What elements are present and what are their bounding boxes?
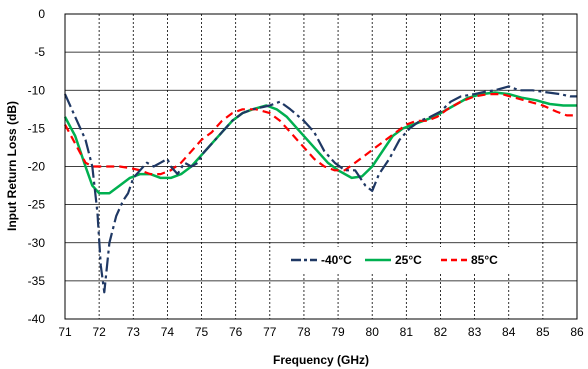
- legend-box: [284, 247, 522, 273]
- plot-area-border: [64, 13, 578, 320]
- x-tick-label: 86: [570, 325, 584, 339]
- x-tick-label: 74: [161, 325, 175, 339]
- x-tick-label: 73: [127, 325, 141, 339]
- x-tick-label: 85: [536, 325, 550, 339]
- x-tick-label: 79: [331, 325, 345, 339]
- legend-label-1: 25°C: [395, 253, 422, 267]
- series-line-2: [64, 93, 577, 176]
- legend-label-2: 85°C: [471, 253, 498, 267]
- x-tick-label: 76: [229, 325, 243, 339]
- x-tick-label: 83: [468, 325, 482, 339]
- x-axis-title: Frequency (GHz): [273, 353, 369, 367]
- y-tick-label: -35: [28, 274, 46, 288]
- y-axis-title: Input Return Loss (dB): [5, 101, 19, 231]
- y-tick-label: -20: [28, 160, 46, 174]
- series-lines: [63, 85, 577, 294]
- series-line-0: [63, 85, 577, 294]
- y-tick-label: -5: [34, 45, 45, 59]
- x-tick-label: 72: [92, 325, 106, 339]
- x-tick-label: 81: [400, 325, 414, 339]
- grid: [65, 13, 577, 320]
- x-tick-label: 75: [195, 325, 209, 339]
- x-tick-label: 77: [263, 325, 277, 339]
- x-tick-label: 78: [297, 325, 311, 339]
- y-tick-label: 0: [38, 7, 45, 21]
- y-tick-label: -15: [28, 121, 46, 135]
- x-tick-label: 80: [366, 325, 380, 339]
- legend: -40°C 25°C 85°C: [284, 247, 522, 273]
- y-tick-label: -40: [28, 312, 46, 326]
- y-tick-label: -10: [28, 83, 46, 97]
- x-tick-label: 71: [58, 325, 72, 339]
- tick-labels: 0 -5 -10 -15 -20 -25 -30 -35 -40 71 72 73 74 75 76 77 78…: [28, 7, 584, 339]
- x-tick-label: 84: [502, 325, 516, 339]
- y-tick-label: -25: [28, 198, 46, 212]
- legend-label-0: -40°C: [321, 253, 352, 267]
- y-tick-label: -30: [28, 236, 46, 250]
- x-tick-label: 82: [434, 325, 448, 339]
